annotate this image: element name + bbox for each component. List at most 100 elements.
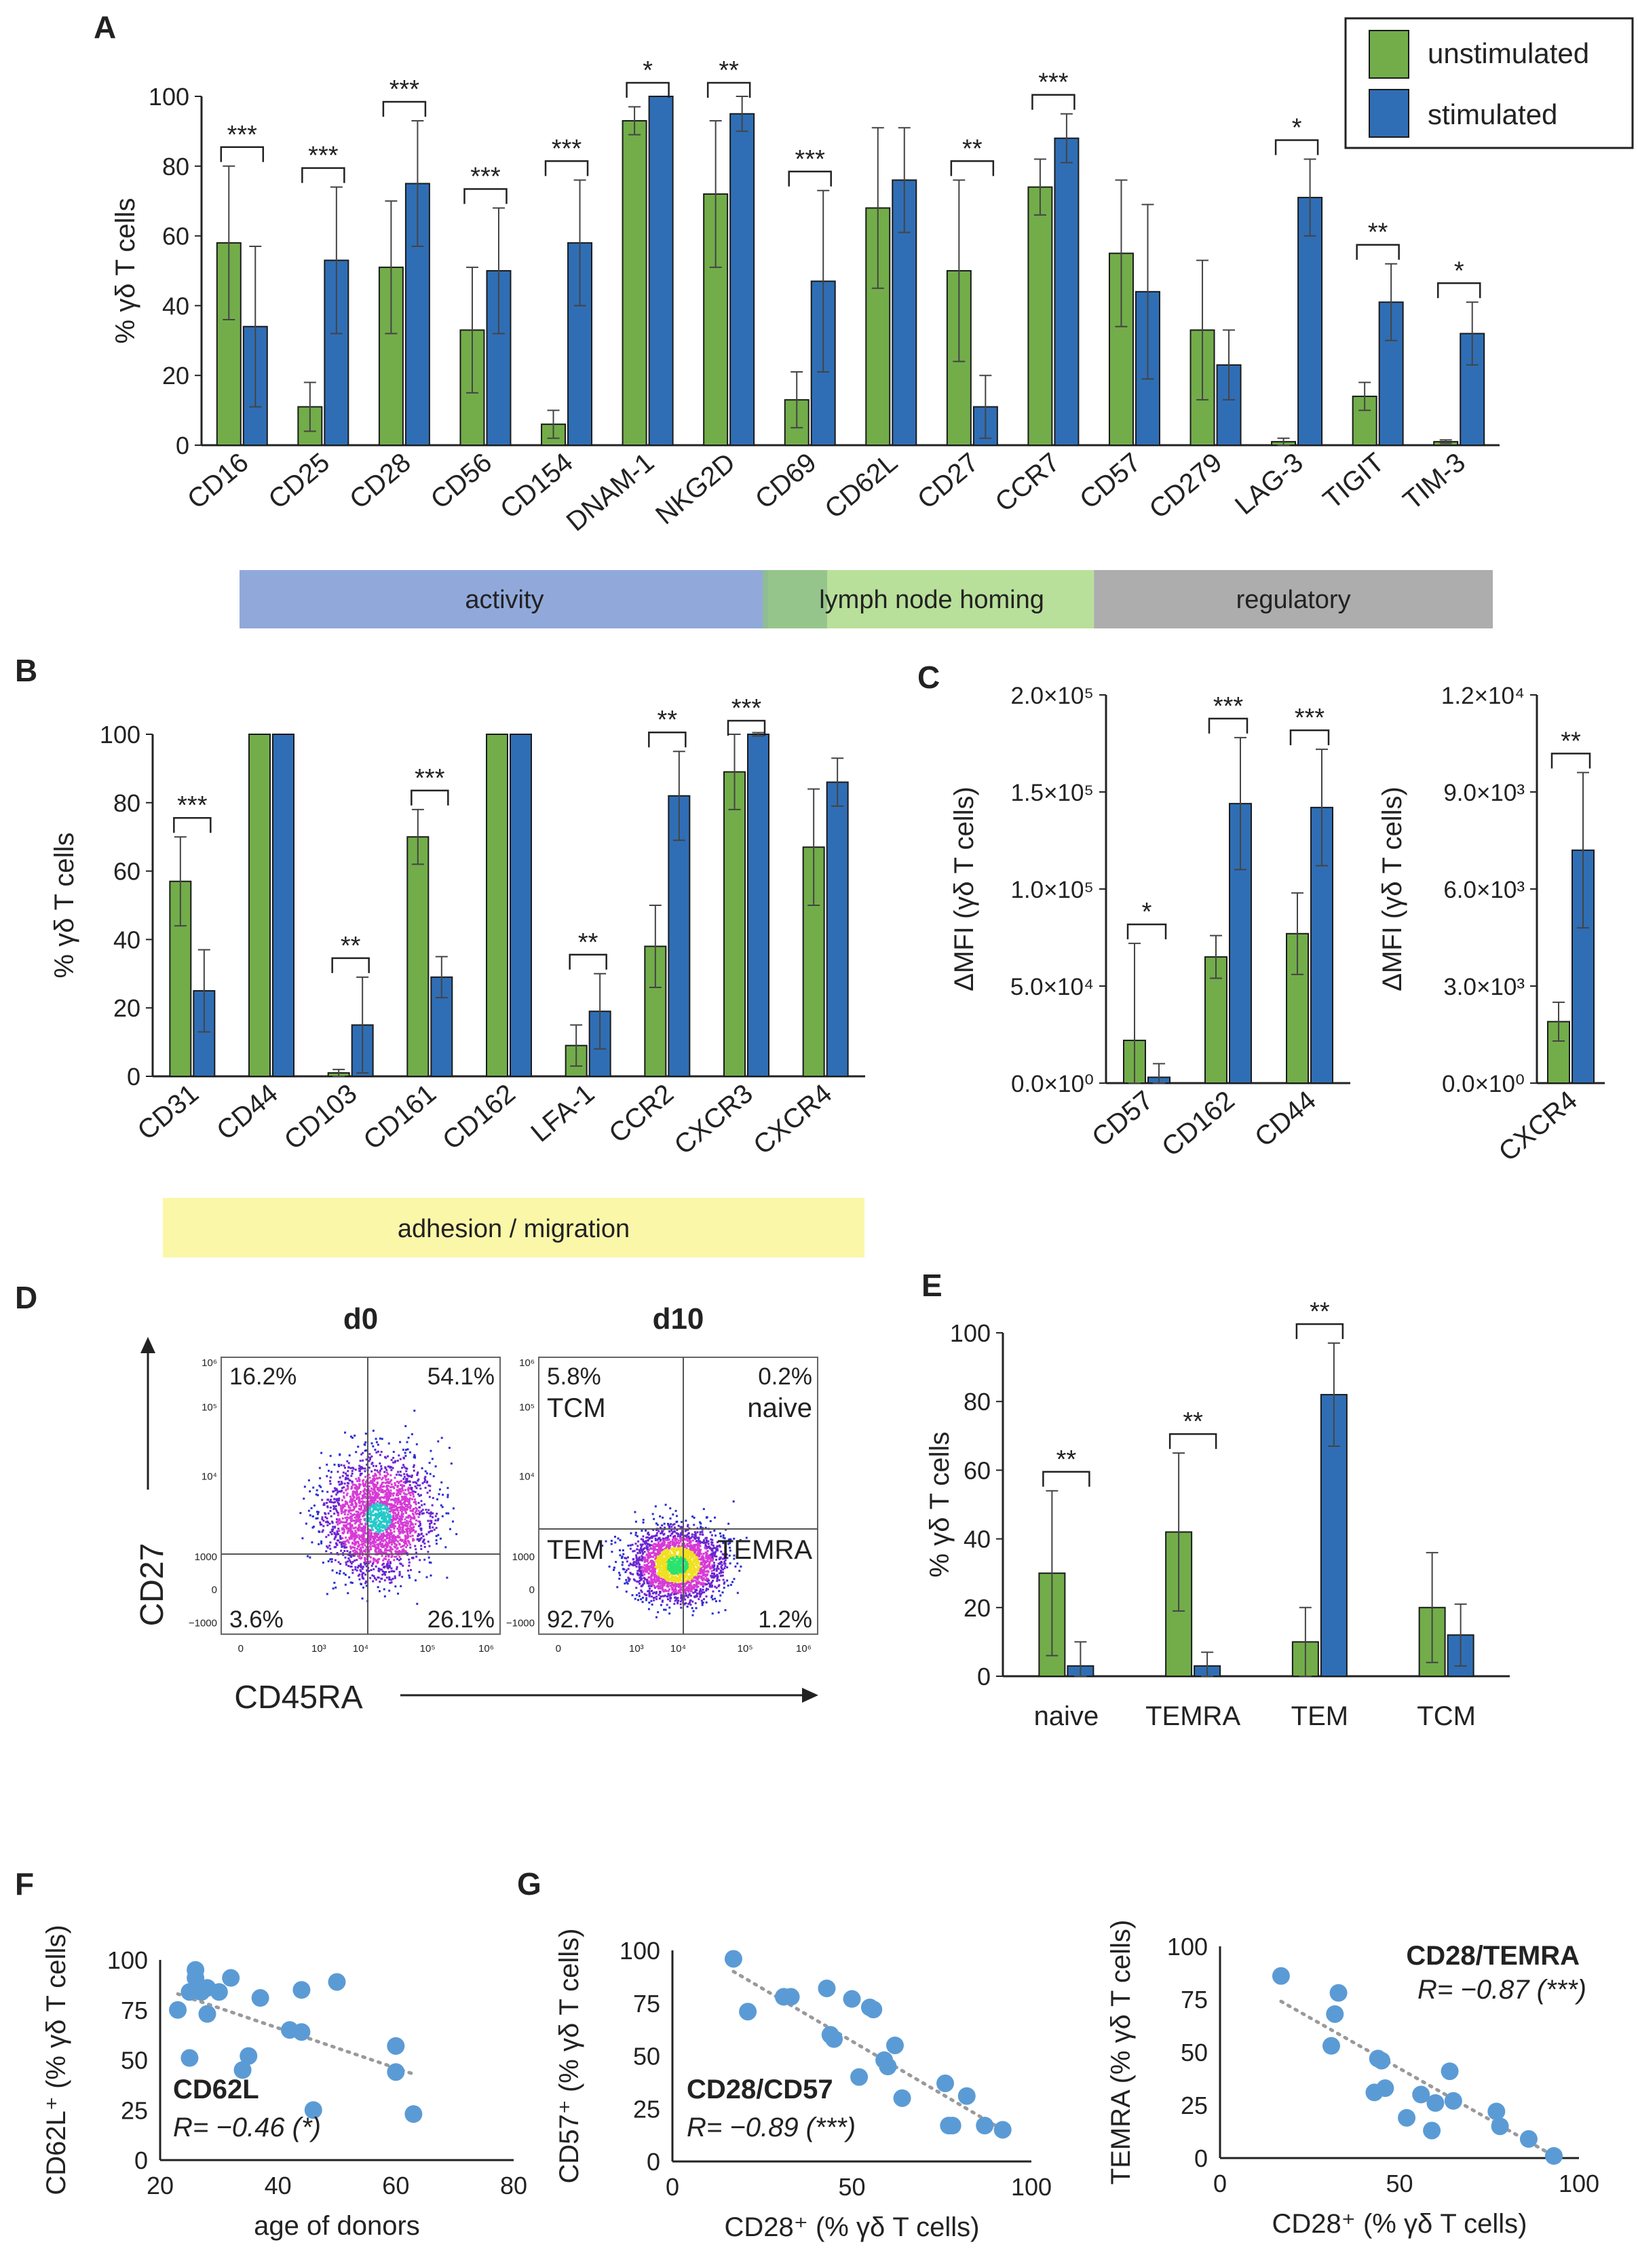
event-dot [404, 1538, 406, 1541]
event-dot [654, 1573, 657, 1576]
event-dot [357, 1545, 360, 1548]
event-dot [345, 1509, 347, 1512]
event-dot [687, 1575, 690, 1578]
event-dot [385, 1529, 387, 1532]
event-dot [392, 1511, 394, 1514]
event-dot [710, 1576, 713, 1579]
event-dot [698, 1581, 700, 1583]
event-dot [702, 1577, 705, 1580]
event-dot [385, 1486, 388, 1488]
event-dot [707, 1588, 710, 1591]
bar-unstimulated [1027, 186, 1053, 446]
event-dot [745, 1536, 748, 1539]
event-dot [672, 1537, 675, 1540]
event-dot [362, 1483, 365, 1486]
event-dot [371, 1545, 374, 1547]
event-dot [693, 1550, 696, 1553]
event-dot [684, 1534, 687, 1537]
event-dot [681, 1560, 683, 1562]
event-dot [343, 1510, 346, 1513]
event-dot [351, 1437, 354, 1439]
event-dot [405, 1522, 408, 1525]
event-dot [660, 1562, 663, 1565]
event-dot [333, 1498, 336, 1500]
event-dot [398, 1488, 401, 1490]
event-dot [661, 1600, 664, 1603]
event-dot [685, 1572, 688, 1575]
event-dot [336, 1552, 339, 1555]
event-dot [371, 1479, 374, 1482]
event-dot [385, 1502, 387, 1505]
event-dot [364, 1573, 367, 1576]
event-dot [403, 1466, 406, 1469]
event-dot [703, 1573, 706, 1576]
event-dot [706, 1580, 708, 1583]
event-dot [378, 1590, 381, 1593]
event-dot [402, 1550, 404, 1553]
event-dot [395, 1498, 398, 1501]
event-dot [346, 1518, 349, 1521]
event-dot [375, 1518, 377, 1521]
event-dot [694, 1602, 697, 1604]
event-dot [714, 1575, 717, 1578]
event-dot [362, 1540, 365, 1543]
event-dot [420, 1548, 423, 1551]
event-dot [670, 1547, 672, 1550]
event-dot [368, 1517, 370, 1519]
event-dot [670, 1549, 673, 1551]
event-dot [380, 1545, 383, 1548]
event-dot [379, 1512, 382, 1515]
event-dot [708, 1554, 711, 1557]
event-dot [373, 1568, 375, 1570]
event-dot [402, 1509, 404, 1511]
event-dot [376, 1500, 379, 1503]
event-dot [648, 1585, 651, 1587]
event-dot [363, 1527, 366, 1530]
event-dot [395, 1513, 398, 1516]
event-dot [358, 1513, 361, 1516]
event-dot [702, 1564, 705, 1567]
event-dot [411, 1490, 414, 1493]
event-dot [398, 1473, 400, 1476]
event-dot [369, 1516, 372, 1519]
event-dot [428, 1561, 431, 1564]
event-dot [379, 1507, 382, 1509]
event-dot [691, 1515, 694, 1518]
event-dot [394, 1477, 396, 1479]
event-dot [417, 1520, 420, 1523]
event-dot [639, 1563, 641, 1566]
event-dot [318, 1530, 321, 1533]
event-dot [681, 1555, 683, 1557]
event-dot [655, 1556, 658, 1559]
event-dot [688, 1553, 691, 1555]
event-dot [354, 1492, 357, 1495]
event-dot [370, 1470, 373, 1473]
event-dot [351, 1472, 354, 1475]
event-dot [360, 1500, 362, 1503]
event-dot [401, 1467, 404, 1469]
event-dot [383, 1566, 385, 1568]
event-dot [350, 1497, 353, 1500]
event-dot [367, 1538, 370, 1541]
event-dot [382, 1513, 385, 1515]
event-dot [672, 1531, 674, 1534]
event-dot [664, 1557, 667, 1560]
event-dot [321, 1490, 324, 1492]
significance-bracket [382, 100, 427, 117]
event-dot [651, 1547, 654, 1550]
event-dot [639, 1578, 642, 1581]
event-dot [387, 1544, 389, 1547]
event-dot [406, 1544, 408, 1547]
event-dot [408, 1497, 411, 1500]
bar-unstimulated [378, 266, 404, 446]
event-dot [704, 1563, 706, 1566]
event-dot [419, 1559, 421, 1562]
event-dot [660, 1549, 663, 1551]
event-dot [339, 1505, 342, 1507]
event-dot [389, 1498, 392, 1501]
event-dot [640, 1598, 643, 1601]
event-dot [644, 1558, 647, 1561]
event-dot [633, 1561, 636, 1564]
event-dot [736, 1591, 739, 1594]
